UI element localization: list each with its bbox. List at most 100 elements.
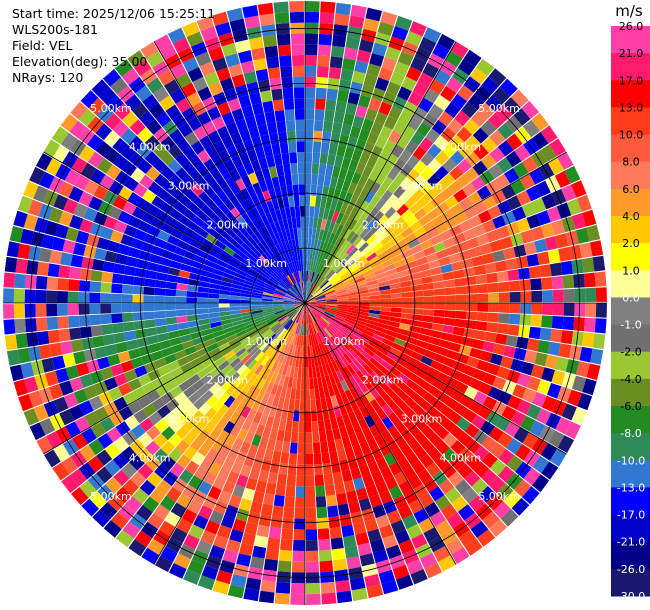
velocity-gate [181, 82, 197, 98]
velocity-gate [398, 275, 411, 283]
velocity-gate [323, 313, 333, 321]
velocity-gate [277, 285, 287, 293]
velocity-gate [573, 317, 585, 332]
azimuth-spoke [153, 41, 306, 304]
velocity-gate [114, 59, 133, 77]
velocity-gate [345, 102, 358, 116]
velocity-gate [473, 391, 488, 405]
velocity-gate [348, 300, 359, 303]
velocity-gate [442, 142, 457, 158]
velocity-gate [272, 299, 284, 302]
velocity-gate [110, 77, 128, 95]
velocity-gate [176, 239, 190, 251]
velocity-gate [492, 343, 506, 356]
velocity-gate [427, 158, 442, 173]
velocity-gate [258, 324, 269, 333]
velocity-gate [397, 51, 414, 67]
velocity-gate [400, 177, 413, 191]
velocity-gate [157, 364, 171, 377]
velocity-gate [232, 279, 244, 287]
velocity-gate [232, 219, 244, 231]
velocity-gate [245, 577, 262, 591]
velocity-gate [278, 282, 289, 291]
velocity-gate [325, 291, 336, 297]
velocity-gate [197, 575, 215, 591]
velocity-gate [324, 310, 336, 317]
velocity-gate [313, 309, 322, 318]
velocity-gate [322, 341, 330, 353]
velocity-gate [505, 335, 519, 348]
velocity-gate [318, 277, 327, 287]
velocity-gate [219, 443, 232, 457]
velocity-gate [285, 251, 292, 263]
velocity-gate [411, 188, 425, 202]
velocity-gate [571, 407, 587, 425]
velocity-gate [286, 275, 294, 286]
velocity-gate [241, 105, 255, 119]
velocity-gate [315, 298, 327, 302]
velocity-gate [229, 303, 241, 307]
velocity-gate [261, 391, 271, 404]
velocity-gate [174, 373, 188, 386]
velocity-gate [169, 462, 185, 478]
velocity-gate [110, 512, 129, 530]
velocity-gate [102, 334, 116, 346]
velocity-gate [235, 347, 247, 358]
velocity-gate [464, 538, 483, 556]
velocity-gate [357, 289, 369, 295]
velocity-gate [26, 332, 39, 347]
velocity-gate [169, 337, 182, 347]
velocity-gate [283, 298, 295, 302]
velocity-gate [218, 149, 231, 163]
velocity-gate [326, 153, 336, 166]
velocity-gate [230, 424, 242, 438]
velocity-gate [439, 229, 453, 242]
velocity-gate [163, 471, 179, 487]
velocity-gate [110, 293, 122, 303]
velocity-gate [579, 242, 593, 259]
velocity-gate [295, 283, 301, 294]
range-ring-label: 5.00km [478, 102, 520, 115]
velocity-gate [169, 418, 183, 433]
velocity-gate [576, 361, 590, 378]
velocity-gate [24, 304, 36, 318]
velocity-gate [513, 162, 529, 179]
velocity-gate [384, 386, 397, 399]
velocity-gate [422, 113, 438, 128]
velocity-gate [213, 387, 226, 400]
velocity-gate [406, 154, 420, 169]
velocity-gate [461, 101, 478, 118]
velocity-gate [315, 228, 321, 240]
velocity-gate [375, 480, 389, 494]
velocity-gate [236, 269, 248, 277]
velocity-gate [179, 398, 193, 412]
velocity-gate [207, 485, 222, 501]
velocity-gate [347, 294, 359, 299]
velocity-gate [355, 105, 368, 119]
velocity-gate [187, 221, 200, 233]
velocity-gate [216, 570, 233, 585]
velocity-gate [160, 391, 175, 405]
velocity-gate [348, 348, 359, 359]
velocity-gate [166, 486, 182, 502]
velocity-gate [563, 303, 575, 317]
velocity-gate [241, 311, 253, 317]
velocity-gate [471, 255, 485, 267]
velocity-gate [199, 275, 212, 283]
velocity-gate [375, 456, 389, 471]
velocity-gate [436, 391, 450, 404]
velocity-gate [168, 330, 180, 340]
velocity-gate [203, 158, 217, 173]
velocity-gate [241, 338, 253, 348]
velocity-gate [220, 514, 235, 529]
velocity-gate [385, 329, 398, 338]
velocity-gate [265, 224, 274, 236]
velocity-gate [260, 214, 270, 227]
velocity-gate [523, 449, 541, 467]
velocity-gate [400, 428, 414, 443]
velocity-gate [325, 293, 337, 298]
velocity-gate [100, 313, 112, 325]
velocity-gate [368, 168, 380, 182]
velocity-gate [175, 303, 187, 310]
velocity-gate [244, 239, 255, 250]
